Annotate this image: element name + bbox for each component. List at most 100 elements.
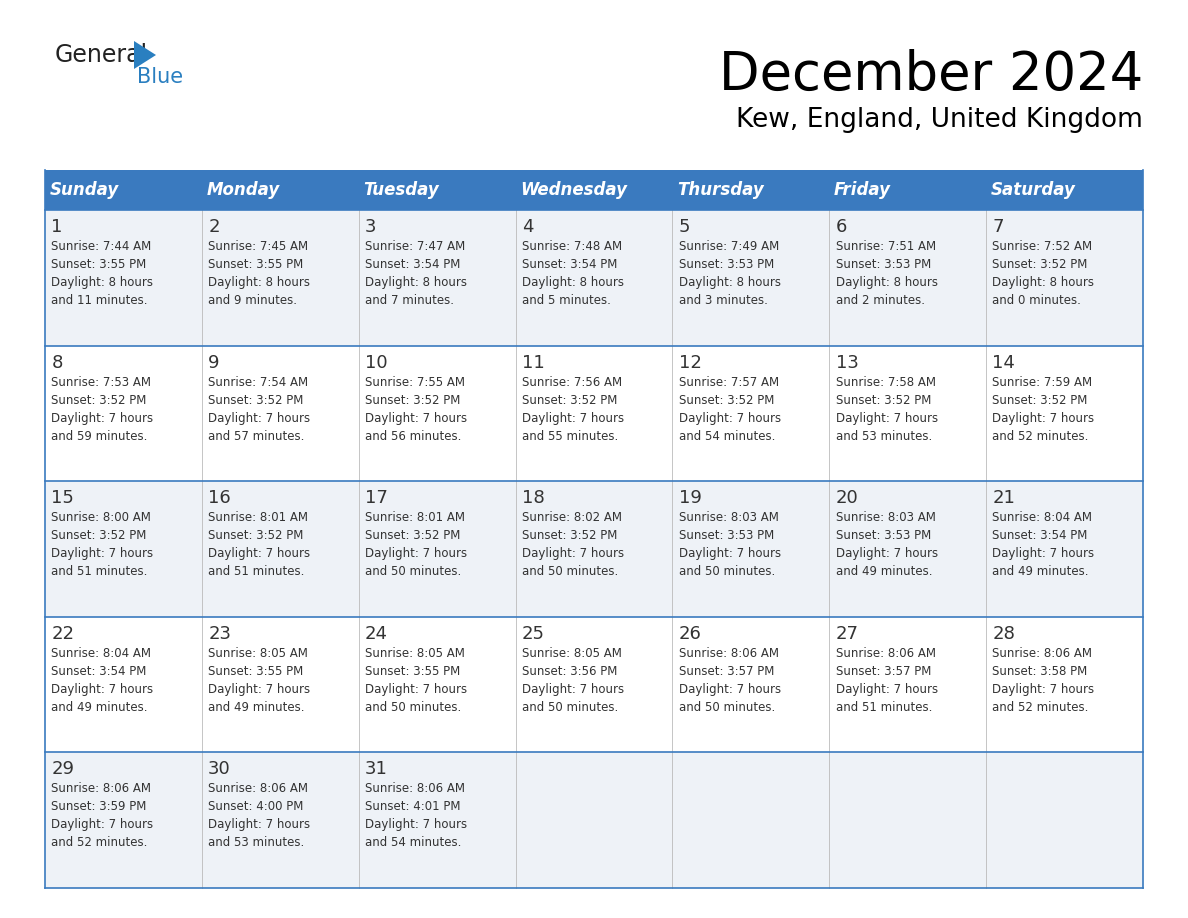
Text: Sunrise: 8:06 AM: Sunrise: 8:06 AM	[678, 647, 778, 660]
Text: and 52 minutes.: and 52 minutes.	[992, 430, 1088, 442]
Text: Sunset: 3:54 PM: Sunset: 3:54 PM	[522, 258, 618, 271]
Text: Sunset: 3:53 PM: Sunset: 3:53 PM	[835, 258, 931, 271]
Text: Sunset: 3:58 PM: Sunset: 3:58 PM	[992, 665, 1088, 677]
Text: 25: 25	[522, 625, 545, 643]
Text: Sunset: 3:52 PM: Sunset: 3:52 PM	[522, 529, 618, 543]
Text: and 3 minutes.: and 3 minutes.	[678, 294, 767, 307]
Text: and 53 minutes.: and 53 minutes.	[835, 430, 931, 442]
Text: Sunset: 4:00 PM: Sunset: 4:00 PM	[208, 800, 303, 813]
Text: Sunrise: 8:05 AM: Sunrise: 8:05 AM	[208, 647, 308, 660]
Text: Daylight: 7 hours: Daylight: 7 hours	[678, 547, 781, 560]
Bar	[45, 481, 1143, 617]
Text: Sunrise: 8:06 AM: Sunrise: 8:06 AM	[51, 782, 151, 795]
Text: and 49 minutes.: and 49 minutes.	[835, 565, 933, 578]
Text: and 2 minutes.: and 2 minutes.	[835, 294, 924, 307]
Text: Sunset: 4:01 PM: Sunset: 4:01 PM	[365, 800, 461, 813]
Text: Daylight: 7 hours: Daylight: 7 hours	[992, 547, 1094, 560]
Text: Sunrise: 8:01 AM: Sunrise: 8:01 AM	[208, 511, 308, 524]
Text: Sunset: 3:52 PM: Sunset: 3:52 PM	[678, 394, 775, 407]
Polygon shape	[134, 41, 156, 69]
Text: Daylight: 7 hours: Daylight: 7 hours	[835, 547, 937, 560]
Text: Daylight: 7 hours: Daylight: 7 hours	[51, 683, 153, 696]
Text: Daylight: 8 hours: Daylight: 8 hours	[835, 276, 937, 289]
Text: 23: 23	[208, 625, 232, 643]
Text: and 50 minutes.: and 50 minutes.	[365, 565, 461, 578]
Text: Sunset: 3:52 PM: Sunset: 3:52 PM	[208, 394, 303, 407]
Text: Sunset: 3:52 PM: Sunset: 3:52 PM	[365, 394, 461, 407]
Text: 16: 16	[208, 489, 230, 508]
Text: 10: 10	[365, 353, 387, 372]
Text: Sunset: 3:52 PM: Sunset: 3:52 PM	[208, 529, 303, 543]
Text: 22: 22	[51, 625, 75, 643]
Text: 9: 9	[208, 353, 220, 372]
Text: 28: 28	[992, 625, 1016, 643]
Text: Sunset: 3:52 PM: Sunset: 3:52 PM	[835, 394, 931, 407]
Text: 29: 29	[51, 760, 75, 778]
Text: Sunset: 3:59 PM: Sunset: 3:59 PM	[51, 800, 146, 813]
Text: Daylight: 8 hours: Daylight: 8 hours	[208, 276, 310, 289]
Text: Daylight: 7 hours: Daylight: 7 hours	[992, 683, 1094, 696]
Text: Daylight: 7 hours: Daylight: 7 hours	[992, 411, 1094, 425]
Text: Daylight: 7 hours: Daylight: 7 hours	[835, 683, 937, 696]
Text: and 52 minutes.: and 52 minutes.	[51, 836, 147, 849]
Text: and 49 minutes.: and 49 minutes.	[992, 565, 1089, 578]
Text: Sunset: 3:52 PM: Sunset: 3:52 PM	[992, 258, 1088, 271]
Text: Daylight: 7 hours: Daylight: 7 hours	[208, 411, 310, 425]
Text: Sunset: 3:55 PM: Sunset: 3:55 PM	[208, 665, 303, 677]
Text: 13: 13	[835, 353, 859, 372]
Text: Daylight: 7 hours: Daylight: 7 hours	[51, 819, 153, 832]
Text: Sunrise: 7:54 AM: Sunrise: 7:54 AM	[208, 375, 308, 388]
Text: 24: 24	[365, 625, 388, 643]
Text: Monday: Monday	[207, 181, 280, 199]
Text: and 49 minutes.: and 49 minutes.	[208, 700, 304, 714]
Text: Daylight: 7 hours: Daylight: 7 hours	[208, 683, 310, 696]
Text: Daylight: 7 hours: Daylight: 7 hours	[522, 411, 624, 425]
Text: and 51 minutes.: and 51 minutes.	[208, 565, 304, 578]
Text: Daylight: 8 hours: Daylight: 8 hours	[522, 276, 624, 289]
Text: Daylight: 7 hours: Daylight: 7 hours	[208, 547, 310, 560]
Text: 3: 3	[365, 218, 377, 236]
Text: Daylight: 7 hours: Daylight: 7 hours	[522, 547, 624, 560]
Text: Sunset: 3:54 PM: Sunset: 3:54 PM	[365, 258, 461, 271]
Text: and 49 minutes.: and 49 minutes.	[51, 700, 147, 714]
Text: and 52 minutes.: and 52 minutes.	[992, 700, 1088, 714]
Text: 18: 18	[522, 489, 544, 508]
Text: Daylight: 7 hours: Daylight: 7 hours	[365, 819, 467, 832]
Text: Sunrise: 8:04 AM: Sunrise: 8:04 AM	[992, 511, 1093, 524]
Text: and 11 minutes.: and 11 minutes.	[51, 294, 147, 307]
Text: and 0 minutes.: and 0 minutes.	[992, 294, 1081, 307]
Bar	[45, 345, 1143, 481]
Text: Sunrise: 7:47 AM: Sunrise: 7:47 AM	[365, 240, 466, 253]
Text: Daylight: 7 hours: Daylight: 7 hours	[365, 411, 467, 425]
Text: Sunrise: 8:03 AM: Sunrise: 8:03 AM	[835, 511, 935, 524]
Text: Sunset: 3:55 PM: Sunset: 3:55 PM	[365, 665, 460, 677]
Text: 15: 15	[51, 489, 74, 508]
Text: Sunset: 3:57 PM: Sunset: 3:57 PM	[678, 665, 775, 677]
Text: and 51 minutes.: and 51 minutes.	[51, 565, 147, 578]
Text: Sunset: 3:52 PM: Sunset: 3:52 PM	[522, 394, 618, 407]
Text: December 2024: December 2024	[719, 49, 1143, 101]
Text: Sunrise: 7:59 AM: Sunrise: 7:59 AM	[992, 375, 1093, 388]
Bar	[45, 210, 1143, 345]
Text: 26: 26	[678, 625, 702, 643]
Text: Sunrise: 8:04 AM: Sunrise: 8:04 AM	[51, 647, 151, 660]
Text: Sunset: 3:53 PM: Sunset: 3:53 PM	[835, 529, 931, 543]
Text: 2: 2	[208, 218, 220, 236]
Text: 11: 11	[522, 353, 544, 372]
Text: Sunrise: 7:44 AM: Sunrise: 7:44 AM	[51, 240, 152, 253]
Text: and 51 minutes.: and 51 minutes.	[835, 700, 931, 714]
Text: Sunset: 3:52 PM: Sunset: 3:52 PM	[992, 394, 1088, 407]
Text: Daylight: 8 hours: Daylight: 8 hours	[365, 276, 467, 289]
Text: Sunrise: 7:57 AM: Sunrise: 7:57 AM	[678, 375, 779, 388]
Text: 6: 6	[835, 218, 847, 236]
Text: 19: 19	[678, 489, 702, 508]
Text: Sunrise: 7:52 AM: Sunrise: 7:52 AM	[992, 240, 1093, 253]
Text: Sunrise: 7:48 AM: Sunrise: 7:48 AM	[522, 240, 623, 253]
Text: and 7 minutes.: and 7 minutes.	[365, 294, 454, 307]
Text: Sunrise: 8:02 AM: Sunrise: 8:02 AM	[522, 511, 621, 524]
Text: 8: 8	[51, 353, 63, 372]
Text: Sunrise: 8:05 AM: Sunrise: 8:05 AM	[365, 647, 465, 660]
Text: Kew, England, United Kingdom: Kew, England, United Kingdom	[737, 107, 1143, 133]
Text: and 50 minutes.: and 50 minutes.	[365, 700, 461, 714]
Text: General: General	[55, 43, 148, 67]
